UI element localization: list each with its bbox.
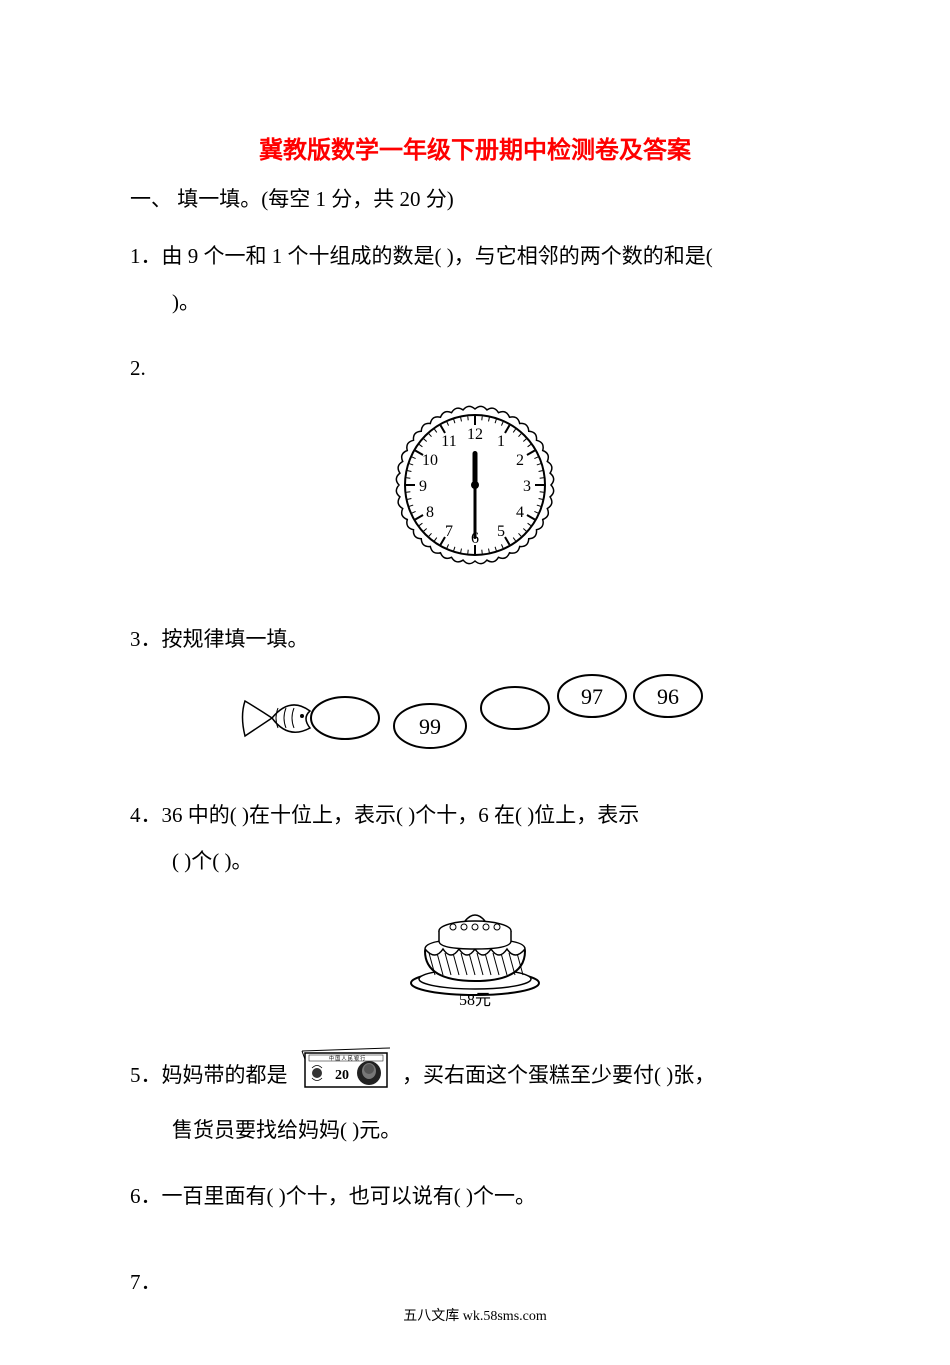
q4-line1: 4．36 中的( )在十位上，表示( )个十，6 在( )位上，表示 bbox=[130, 803, 639, 827]
question-1: 1．由 9 个一和 1 个十组成的数是( )，与它相邻的两个数的和是( )。 bbox=[130, 233, 820, 325]
clock-icon: 121234567891011 bbox=[390, 400, 560, 570]
svg-text:12: 12 bbox=[467, 426, 483, 443]
q7-label: 7． bbox=[130, 1270, 162, 1294]
q5-line1b: ，买右面这个蛋糕至少要付( )张， bbox=[402, 1063, 715, 1087]
svg-text:5: 5 bbox=[497, 523, 505, 540]
q3-label: 3．按规律填一填。 bbox=[130, 627, 309, 651]
q4-line2: ( )个( )。 bbox=[172, 849, 252, 873]
svg-text:7: 7 bbox=[445, 523, 453, 540]
svg-text:4: 4 bbox=[516, 504, 524, 521]
footer-text: 五八文库 wk.58sms.com bbox=[403, 1309, 547, 1324]
q1-line1: 1．由 9 个一和 1 个十组成的数是( )，与它相邻的两个数的和是( bbox=[130, 244, 713, 268]
section-1-head: 一、 填一填。(每空 1 分，共 20 分) bbox=[130, 183, 820, 213]
svg-text:20: 20 bbox=[335, 1068, 349, 1083]
svg-text:10: 10 bbox=[422, 452, 438, 469]
question-3: 3．按规律填一填。 99 97 96 bbox=[130, 616, 820, 772]
svg-text:8: 8 bbox=[426, 504, 434, 521]
q1-line2: )。 bbox=[172, 290, 200, 314]
page-footer: 五八文库 wk.58sms.com bbox=[0, 1305, 950, 1325]
q5-line2: 售货员要找给妈妈( )元。 bbox=[172, 1118, 401, 1142]
svg-text:1: 1 bbox=[497, 433, 505, 450]
svg-text:99: 99 bbox=[419, 714, 441, 739]
question-6: 6．一百里面有( )个十，也可以说有( )个一。 bbox=[130, 1173, 820, 1219]
q5-line1a: 5．妈妈带的都是 bbox=[130, 1063, 288, 1087]
svg-text:96: 96 bbox=[657, 684, 679, 709]
fish-sequence-diagram: 99 97 96 bbox=[230, 666, 720, 756]
page-title: 冀教版数学一年级下册期中检测卷及答案 bbox=[130, 130, 820, 165]
svg-text:58元: 58元 bbox=[459, 992, 491, 1009]
q2-label: 2. bbox=[130, 356, 146, 380]
q6-text: 6．一百里面有( )个十，也可以说有( )个一。 bbox=[130, 1184, 536, 1208]
banknote-icon: 中 国 人 民 银 行 20 bbox=[301, 1047, 391, 1091]
svg-text:9: 9 bbox=[419, 478, 427, 495]
question-7: 7． bbox=[130, 1259, 820, 1305]
svg-text:2: 2 bbox=[516, 452, 524, 469]
title-text: 冀教版数学一年级下册期中检测卷及答案 bbox=[259, 138, 691, 164]
question-4: 4．36 中的( )在十位上，表示( )个十，6 在( )位上，表示 ( )个(… bbox=[130, 792, 820, 1027]
question-5: 5．妈妈带的都是 中 国 人 民 银 行 20 ，买右面这个蛋糕至少要付( )张，… bbox=[130, 1047, 820, 1153]
cake-icon: 58元 bbox=[395, 891, 555, 1011]
svg-text:97: 97 bbox=[581, 684, 603, 709]
question-2: 2. 121234567891011 bbox=[130, 345, 820, 585]
svg-text:11: 11 bbox=[441, 433, 456, 450]
svg-text:3: 3 bbox=[523, 478, 531, 495]
section-1-text: 一、 填一填。(每空 1 分，共 20 分) bbox=[130, 187, 454, 211]
svg-text:中 国 人 民 银 行: 中 国 人 民 银 行 bbox=[329, 1055, 365, 1062]
